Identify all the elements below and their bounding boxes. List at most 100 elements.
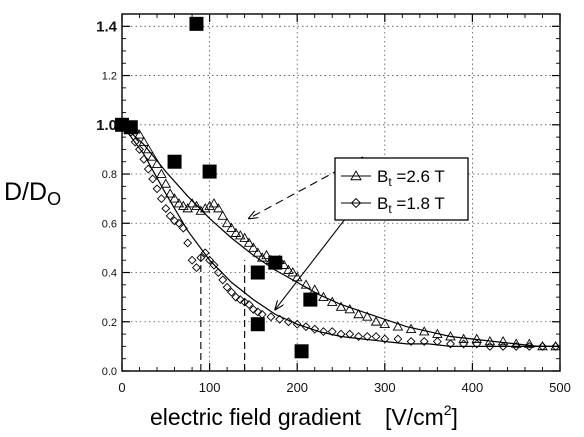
data-points [115,16,561,359]
diamond-point [235,295,245,305]
legend-label-suffix: =2.6 T [392,167,445,186]
diamond-point [170,216,179,226]
diamond-point [406,337,416,346]
legend: Bt =2.6 TBt =1.8 T [334,157,469,221]
diamond-point [240,297,250,307]
y-tick-labels: 0.0 0.2 0.4 0.6 0.8 1.0 1.2 1.4 [96,18,118,378]
triangle-point [248,242,259,252]
diamond-point [156,194,166,204]
diamond-point [227,287,236,297]
square-series [115,16,318,359]
triangle-point [362,311,373,321]
diamond-point [498,341,508,351]
diamond-point [419,337,429,346]
diamond-point [139,154,149,164]
triangle-point [379,318,391,329]
dashed-arrow [249,156,364,219]
triangle-point [335,301,347,311]
triangle-point [484,336,496,346]
plot-frame [121,13,561,372]
square-point [250,265,265,280]
triangle-point [164,188,176,198]
triangle-point [234,230,246,240]
axis-tick-marks [121,14,561,372]
legend-label: Bt =2.6 T [377,167,445,189]
legend-label-prefix: B [377,167,388,186]
y-tick-label: 0.0 [102,366,117,378]
diamond-point [292,319,302,329]
diamond-point [354,332,363,341]
square-point [202,164,217,179]
triangle-point [300,279,312,289]
diamond-point [432,337,442,346]
square-point [167,154,182,169]
diamond-point [135,144,144,154]
diamond-point [165,211,175,221]
diamond-point [345,329,355,339]
legend-item: Bt =1.8 T [341,194,445,216]
square-point [250,317,265,332]
x-axis-label-unit-sup: 2 [444,402,452,418]
diamond-point [371,332,381,341]
diamond-point [161,204,171,213]
fit-curve [121,124,560,347]
triangle-point [186,198,198,208]
y-tick-label: 0.8 [102,169,117,181]
triangle-point [208,198,220,208]
diamond-point [310,324,320,334]
legend-label-sub: t [388,202,392,216]
triangle-point [226,222,237,233]
diamond-point [192,263,201,273]
triangle-point [191,200,202,210]
diamond-point [244,300,254,309]
triangle-point [283,264,294,274]
triangle-point [344,304,356,314]
diamond-point [222,282,232,292]
triangle-point [182,203,193,213]
diamond-point [362,332,372,341]
triangle-point [405,323,417,333]
triangle-point [418,326,430,336]
x-axis-label-main: electric field gradient [150,404,362,430]
reference-lines [200,250,246,371]
diamond-point [551,341,561,351]
x-tick-label: 300 [374,380,396,395]
triangle-point [497,336,509,346]
y-axis-label-main: D/D [4,178,47,206]
x-tick-label: 0 [118,380,125,395]
diamond-point [511,341,521,351]
y-tick-label: 1.2 [102,71,117,83]
triangle-point [199,203,211,213]
diamond-point [200,248,210,258]
legend-label-suffix: =1.8 T [392,194,445,213]
x-axis-label: electric field gradient [V/cm2] [150,402,458,430]
triangle-point [370,316,382,326]
diamond-point [174,218,184,228]
triangle-point [353,308,364,319]
triangle-point [239,232,250,242]
diamond-point [319,327,328,337]
diamond-point [266,312,276,322]
legend-label: Bt =1.8 T [377,194,445,216]
triangle-point [252,247,264,257]
square-point [123,120,138,135]
diamond-point [524,341,534,351]
triangle-point [318,291,329,301]
square-point [268,255,283,270]
legend-label-sub: t [388,175,392,189]
diamond-point [205,255,215,265]
triangle-point [230,227,242,237]
legend-item: Bt =2.6 T [341,167,445,189]
triangle-point [217,210,229,220]
triangle-point [173,198,185,208]
triangle-point [256,252,268,262]
diamond-point [284,317,293,327]
square-point [294,344,309,359]
triangle-point [160,178,172,188]
triangle-point [326,296,338,306]
triangle-point [151,158,163,169]
triangle-point [169,193,180,203]
triangle-point [287,267,299,277]
triangle-point [147,151,158,161]
